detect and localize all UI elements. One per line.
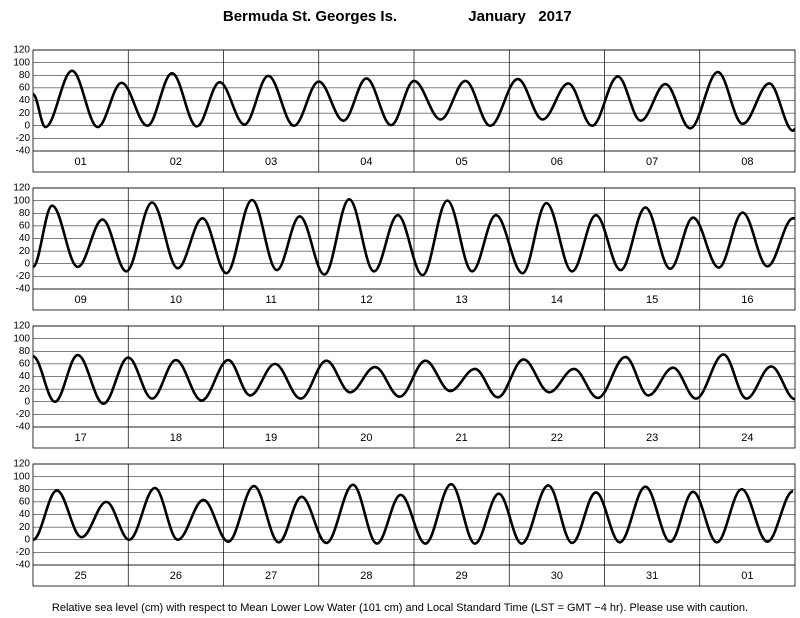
y-tick-label: 0 bbox=[24, 258, 30, 269]
footnote: Relative sea level (cm) with respect to … bbox=[52, 602, 748, 614]
day-label: 11 bbox=[265, 294, 276, 306]
day-label: 05 bbox=[456, 156, 468, 168]
y-tick-label: 100 bbox=[13, 471, 30, 482]
day-label: 09 bbox=[75, 294, 87, 306]
y-tick-label: 20 bbox=[19, 384, 31, 395]
day-label: 15 bbox=[646, 294, 658, 306]
day-label: 10 bbox=[170, 294, 182, 306]
day-label: 24 bbox=[741, 432, 753, 444]
y-tick-label: 100 bbox=[13, 333, 30, 344]
day-label: 30 bbox=[551, 570, 563, 582]
y-tick-label: -40 bbox=[16, 146, 31, 157]
day-label: 13 bbox=[456, 294, 468, 306]
y-tick-label: -40 bbox=[16, 560, 31, 571]
y-tick-label: 120 bbox=[13, 459, 30, 470]
day-label: 27 bbox=[265, 570, 277, 582]
y-tick-label: 100 bbox=[13, 195, 30, 206]
y-tick-label: 60 bbox=[19, 221, 31, 232]
tide-line bbox=[32, 353, 796, 405]
day-label: 29 bbox=[456, 570, 468, 582]
y-tick-label: 0 bbox=[24, 396, 30, 407]
day-label: 25 bbox=[75, 570, 87, 582]
day-label: 14 bbox=[551, 294, 563, 306]
y-tick-label: 20 bbox=[19, 246, 31, 257]
y-tick-label: 0 bbox=[24, 534, 30, 545]
y-tick-label: 0 bbox=[24, 120, 30, 131]
y-tick-label: -20 bbox=[16, 271, 31, 282]
day-label: 26 bbox=[170, 570, 182, 582]
day-label: 08 bbox=[741, 156, 753, 168]
y-tick-label: 60 bbox=[19, 359, 31, 370]
y-tick-label: 40 bbox=[19, 371, 31, 382]
tide-line bbox=[32, 482, 794, 545]
day-label: 02 bbox=[170, 156, 182, 168]
y-tick-label: 120 bbox=[13, 321, 30, 332]
y-tick-label: 80 bbox=[19, 346, 31, 357]
day-label: 23 bbox=[646, 432, 658, 444]
y-tick-label: 60 bbox=[19, 497, 31, 508]
y-tick-label: 80 bbox=[19, 484, 31, 495]
y-tick-label: -40 bbox=[16, 284, 31, 295]
day-label: 17 bbox=[75, 432, 87, 444]
day-label: 20 bbox=[360, 432, 372, 444]
day-label: 01 bbox=[741, 570, 753, 582]
day-label: 22 bbox=[551, 432, 563, 444]
day-label: 18 bbox=[170, 432, 182, 444]
y-tick-label: 20 bbox=[19, 522, 31, 533]
location-title: Bermuda St. Georges Is. bbox=[223, 8, 397, 25]
y-tick-label: 120 bbox=[13, 183, 30, 194]
y-tick-label: 100 bbox=[13, 57, 30, 68]
day-label: 19 bbox=[265, 432, 277, 444]
y-tick-label: 20 bbox=[19, 108, 31, 119]
day-label: 28 bbox=[360, 570, 372, 582]
y-tick-label: -20 bbox=[16, 133, 31, 144]
y-tick-label: 80 bbox=[19, 70, 31, 81]
tide-line bbox=[31, 198, 795, 277]
y-tick-label: -40 bbox=[16, 422, 31, 433]
day-label: 06 bbox=[551, 156, 563, 168]
day-label: 31 bbox=[646, 570, 658, 582]
day-label: 21 bbox=[456, 432, 468, 444]
tide-line bbox=[31, 69, 796, 133]
y-tick-label: -20 bbox=[16, 547, 31, 558]
y-tick-label: 80 bbox=[19, 208, 31, 219]
y-tick-label: -20 bbox=[16, 409, 31, 420]
day-label: 03 bbox=[265, 156, 277, 168]
day-label: 07 bbox=[646, 156, 658, 168]
day-label: 04 bbox=[360, 156, 372, 168]
period-title: January 2017 bbox=[468, 8, 571, 25]
y-tick-label: 40 bbox=[19, 509, 31, 520]
day-label: 01 bbox=[75, 156, 87, 168]
y-tick-label: 60 bbox=[19, 83, 31, 94]
y-tick-label: 40 bbox=[19, 95, 31, 106]
day-label: 16 bbox=[741, 294, 753, 306]
y-tick-label: 40 bbox=[19, 233, 31, 244]
day-label: 12 bbox=[360, 294, 372, 306]
y-tick-label: 120 bbox=[13, 45, 30, 56]
